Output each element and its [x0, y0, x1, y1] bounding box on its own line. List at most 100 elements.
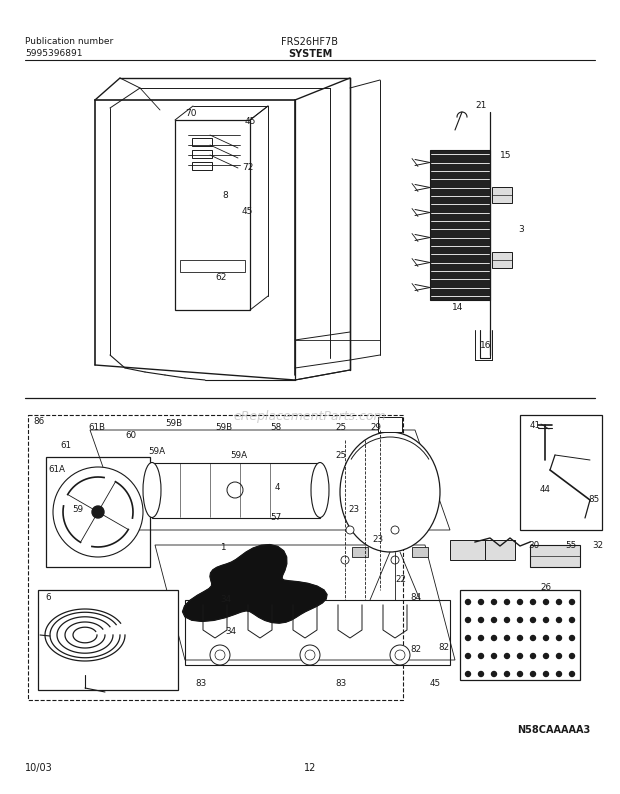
- Circle shape: [305, 650, 315, 660]
- Text: 61A: 61A: [48, 465, 65, 475]
- Text: 22: 22: [395, 576, 406, 584]
- Circle shape: [544, 635, 549, 641]
- Text: 34: 34: [220, 596, 231, 604]
- Bar: [152, 463, 320, 518]
- Circle shape: [466, 618, 471, 622]
- Circle shape: [390, 645, 410, 665]
- Circle shape: [505, 599, 510, 604]
- Text: 21: 21: [475, 101, 486, 110]
- Bar: [192, 150, 212, 158]
- Circle shape: [557, 672, 562, 676]
- Circle shape: [492, 653, 497, 658]
- Circle shape: [505, 618, 510, 622]
- Bar: [192, 162, 212, 170]
- Text: 6: 6: [45, 593, 50, 603]
- Bar: [460, 590, 580, 680]
- Circle shape: [518, 672, 523, 676]
- Bar: [450, 540, 485, 560]
- Bar: [492, 187, 512, 203]
- Circle shape: [492, 599, 497, 604]
- Text: 10/03: 10/03: [25, 763, 53, 773]
- Text: 34: 34: [225, 627, 236, 637]
- Circle shape: [227, 482, 243, 498]
- Circle shape: [557, 653, 562, 658]
- Circle shape: [570, 635, 575, 641]
- Text: 23: 23: [372, 535, 383, 545]
- Ellipse shape: [340, 432, 440, 552]
- Text: 83: 83: [195, 679, 206, 688]
- Text: 58: 58: [270, 423, 281, 433]
- Text: 82: 82: [410, 646, 421, 654]
- Circle shape: [531, 635, 536, 641]
- Text: 29: 29: [370, 423, 381, 433]
- Circle shape: [479, 599, 484, 604]
- Text: 83: 83: [335, 679, 346, 688]
- Text: 61: 61: [60, 441, 71, 450]
- Text: Publication number: Publication number: [25, 37, 113, 47]
- Circle shape: [492, 672, 497, 676]
- Circle shape: [518, 653, 523, 658]
- Text: eReplacementParts.com: eReplacementParts.com: [234, 410, 386, 423]
- Circle shape: [544, 599, 549, 604]
- Circle shape: [466, 635, 471, 641]
- Circle shape: [518, 635, 523, 641]
- Circle shape: [300, 645, 320, 665]
- Text: 4: 4: [275, 484, 280, 492]
- Text: 26: 26: [540, 584, 551, 592]
- Bar: [352, 547, 368, 557]
- Text: 60: 60: [125, 430, 136, 440]
- Bar: [520, 415, 602, 530]
- Bar: [412, 547, 428, 557]
- Circle shape: [492, 618, 497, 622]
- Circle shape: [518, 618, 523, 622]
- Text: 85: 85: [588, 495, 600, 504]
- Circle shape: [391, 556, 399, 564]
- Circle shape: [479, 672, 484, 676]
- Circle shape: [570, 672, 575, 676]
- Circle shape: [479, 618, 484, 622]
- Circle shape: [531, 653, 536, 658]
- Bar: [38, 590, 178, 690]
- Circle shape: [544, 653, 549, 658]
- Text: 84: 84: [410, 593, 421, 603]
- Text: 32: 32: [592, 541, 603, 549]
- Text: 45: 45: [242, 207, 254, 217]
- Text: N58CAAAAA3: N58CAAAAA3: [516, 725, 590, 735]
- Text: 59B: 59B: [215, 423, 232, 433]
- Bar: [430, 150, 490, 300]
- Bar: [28, 415, 403, 700]
- Bar: [185, 600, 450, 665]
- Text: 14: 14: [452, 303, 463, 313]
- Circle shape: [466, 653, 471, 658]
- Text: 59A: 59A: [148, 448, 165, 457]
- Text: 16: 16: [480, 341, 492, 349]
- Text: 82: 82: [438, 643, 449, 653]
- Circle shape: [570, 618, 575, 622]
- Circle shape: [492, 635, 497, 641]
- Text: 44: 44: [540, 485, 551, 495]
- Text: 59: 59: [72, 506, 83, 515]
- Circle shape: [505, 672, 510, 676]
- Circle shape: [557, 635, 562, 641]
- Text: FRS26HF7B: FRS26HF7B: [281, 37, 339, 47]
- Text: 12: 12: [304, 763, 316, 773]
- Bar: [378, 417, 402, 432]
- Text: 62: 62: [215, 273, 226, 283]
- Bar: [46, 457, 150, 567]
- Circle shape: [531, 618, 536, 622]
- Ellipse shape: [143, 462, 161, 518]
- Circle shape: [479, 653, 484, 658]
- Circle shape: [466, 672, 471, 676]
- Circle shape: [544, 672, 549, 676]
- Circle shape: [531, 672, 536, 676]
- Text: 3: 3: [518, 225, 524, 234]
- Text: 23: 23: [348, 506, 359, 515]
- Circle shape: [570, 653, 575, 658]
- Bar: [175, 120, 250, 310]
- Circle shape: [341, 556, 349, 564]
- Circle shape: [92, 506, 104, 518]
- Text: 30: 30: [528, 541, 539, 549]
- Circle shape: [466, 599, 471, 604]
- Circle shape: [505, 635, 510, 641]
- Text: 59A: 59A: [230, 452, 247, 461]
